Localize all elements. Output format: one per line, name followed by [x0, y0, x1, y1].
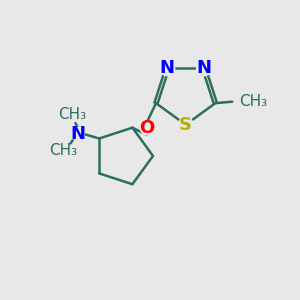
Circle shape: [160, 61, 175, 76]
Text: CH₃: CH₃: [58, 107, 86, 122]
Circle shape: [196, 61, 211, 76]
Circle shape: [71, 128, 84, 141]
Circle shape: [178, 117, 193, 132]
Text: N: N: [196, 59, 211, 77]
Text: CH₃: CH₃: [49, 142, 77, 158]
Circle shape: [140, 122, 154, 135]
Text: O: O: [140, 119, 155, 137]
Text: N: N: [70, 125, 85, 143]
Text: N: N: [160, 59, 175, 77]
Text: CH₃: CH₃: [239, 94, 267, 109]
Text: S: S: [179, 116, 192, 134]
